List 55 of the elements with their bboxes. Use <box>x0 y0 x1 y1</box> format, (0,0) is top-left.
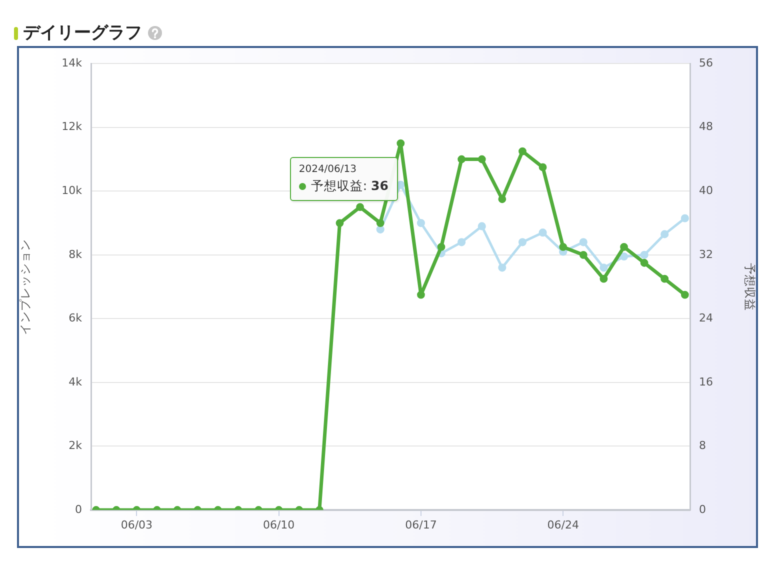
point <box>396 139 405 148</box>
point <box>417 290 425 299</box>
point <box>579 238 588 246</box>
y2-tick-label: 24 <box>699 312 713 325</box>
point <box>478 222 486 230</box>
y-tick-label: 4k <box>68 375 83 388</box>
point <box>660 230 669 238</box>
tooltip: 2024/06/13 予想収益: 36 <box>290 157 398 202</box>
y2-tick-label: 56 <box>699 56 713 70</box>
point <box>478 155 486 164</box>
y-tick-label: 0 <box>75 502 82 516</box>
point <box>356 203 364 212</box>
y2-tick-label: 40 <box>699 184 713 197</box>
point <box>660 274 669 283</box>
y2-tick-label: 48 <box>699 120 713 134</box>
y2-tick-label: 32 <box>699 248 713 261</box>
point <box>600 264 608 272</box>
y-axis-title: インプレッション <box>18 238 32 335</box>
x-tick-label: 06/24 <box>547 518 579 532</box>
chart-title: デイリーグラフ <box>23 22 142 44</box>
point <box>600 274 608 283</box>
y-tick-label: 10k <box>62 184 83 197</box>
x-tick-label: 06/17 <box>405 518 437 532</box>
point <box>579 250 588 259</box>
point <box>458 238 466 246</box>
y-tick-label: 6k <box>68 312 83 325</box>
y-tick-label: 2k <box>68 439 83 452</box>
point <box>498 264 506 272</box>
point <box>518 238 527 246</box>
point <box>620 242 628 251</box>
point <box>620 252 628 261</box>
annotation: 2024/06/13 予想収益: 36 <box>298 163 388 196</box>
y-tick-label: 12k <box>62 120 83 134</box>
point <box>680 214 689 222</box>
point <box>640 258 648 267</box>
point <box>376 219 384 227</box>
point <box>538 163 547 172</box>
point <box>559 242 568 251</box>
point <box>680 290 689 299</box>
x-tick-label: 06/03 <box>120 518 153 532</box>
x-tick-label: 06/10 <box>262 518 295 532</box>
y2-axis-title: 予想収益 <box>743 262 758 311</box>
point <box>640 250 648 259</box>
point <box>437 242 446 251</box>
y2-tick-label: 0 <box>699 502 706 516</box>
point <box>416 218 426 228</box>
y-tick-label: 8k <box>68 248 83 261</box>
y-tick-label: 14k <box>62 56 83 70</box>
point <box>376 225 384 234</box>
point <box>538 228 547 237</box>
point <box>336 219 344 227</box>
y2-tick-label: 8 <box>699 439 706 452</box>
y2-tick-label: 16 <box>699 375 713 388</box>
point <box>518 147 526 156</box>
point <box>458 155 466 164</box>
